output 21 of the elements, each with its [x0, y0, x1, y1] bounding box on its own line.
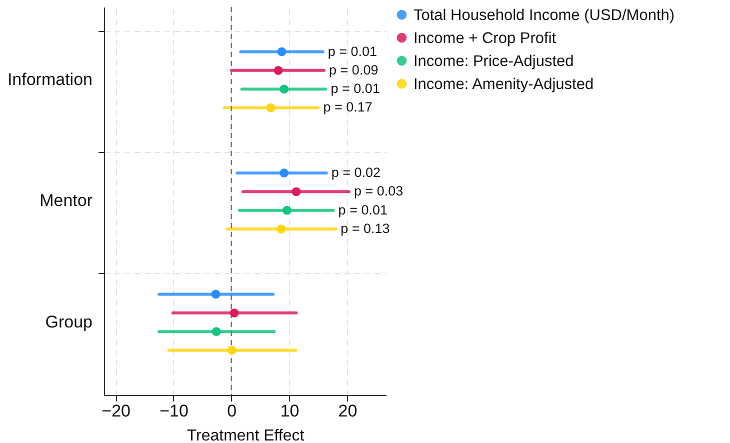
annotation: p = 0.01 — [338, 202, 388, 218]
x-tick-label: 20 — [338, 402, 358, 420]
annotation: p = 0.03 — [354, 184, 404, 199]
annotation: p = 0.02 — [331, 165, 381, 180]
x-axis-title: Treatment Effect — [186, 428, 305, 443]
legend-label: Income + Crop Profit — [414, 30, 557, 47]
annotation: p = 0.13 — [340, 220, 390, 236]
legend-label: Total Household Income (USD/Month) — [414, 6, 675, 24]
annotation: p = 0.17 — [323, 100, 372, 115]
x-tick-label: −10 — [160, 402, 188, 420]
legend-label: Income: Price-Adjusted — [414, 52, 574, 70]
x-tick-label: 10 — [280, 402, 300, 420]
annotation: p = 0.01 — [330, 81, 380, 96]
annotation: p = 0.09 — [329, 62, 378, 78]
legend-label: Income: Amenity-Adjusted — [414, 76, 594, 93]
annotation: p = 0.01 — [328, 44, 378, 59]
x-tick-label: 0 — [227, 402, 237, 420]
y-tick-label: Information — [7, 70, 92, 89]
y-tick-label: Mentor — [40, 191, 93, 210]
x-tick-label: −20 — [102, 402, 131, 420]
y-tick-label: Group — [45, 312, 92, 332]
